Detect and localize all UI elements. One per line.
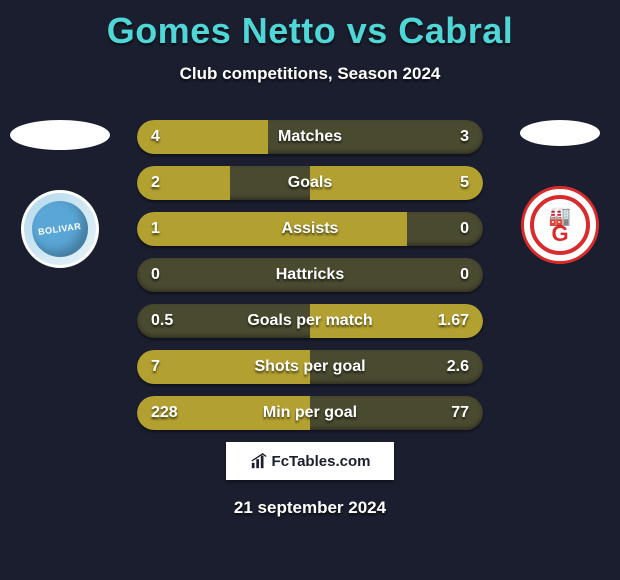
left-player-silhouette	[10, 120, 110, 150]
stat-row: 0.5Goals per match1.67	[137, 304, 483, 338]
stat-row: 228Min per goal77	[137, 396, 483, 430]
right-badge-letter: G	[551, 225, 568, 243]
stat-row: 2Goals5	[137, 166, 483, 200]
stat-value-right: 1.67	[438, 304, 469, 338]
stat-rows-container: 4Matches32Goals51Assists00Hattricks00.5G…	[137, 120, 483, 442]
stat-label: Goals	[137, 166, 483, 200]
stat-label: Matches	[137, 120, 483, 154]
right-player-column: 🏭 G	[500, 120, 620, 264]
right-player-silhouette	[520, 120, 600, 146]
stat-label: Goals per match	[137, 304, 483, 338]
left-club-badge: BOLIVAR	[21, 190, 99, 268]
stat-value-right: 5	[460, 166, 469, 200]
stat-row: 4Matches3	[137, 120, 483, 154]
stat-label: Shots per goal	[137, 350, 483, 384]
subtitle: Club competitions, Season 2024	[0, 64, 620, 84]
page-title: Gomes Netto vs Cabral	[0, 0, 620, 52]
stat-value-right: 0	[460, 212, 469, 246]
stat-label: Min per goal	[137, 396, 483, 430]
right-badge-inner: 🏭 G	[530, 195, 590, 255]
stat-value-right: 2.6	[447, 350, 469, 384]
left-badge-label: BOLIVAR	[38, 221, 82, 237]
brand-text: FcTables.com	[272, 453, 371, 470]
right-club-badge: 🏭 G	[521, 186, 599, 264]
brand-chart-icon	[250, 452, 268, 470]
stat-row: 1Assists0	[137, 212, 483, 246]
stat-row: 7Shots per goal2.6	[137, 350, 483, 384]
stat-value-right: 3	[460, 120, 469, 154]
brand-box: FcTables.com	[226, 442, 394, 480]
stat-row: 0Hattricks0	[137, 258, 483, 292]
stat-value-right: 77	[451, 396, 469, 430]
stat-label: Hattricks	[137, 258, 483, 292]
stat-value-right: 0	[460, 258, 469, 292]
left-player-column: BOLIVAR	[0, 120, 120, 268]
date-label: 21 september 2024	[0, 498, 620, 518]
stat-label: Assists	[137, 212, 483, 246]
